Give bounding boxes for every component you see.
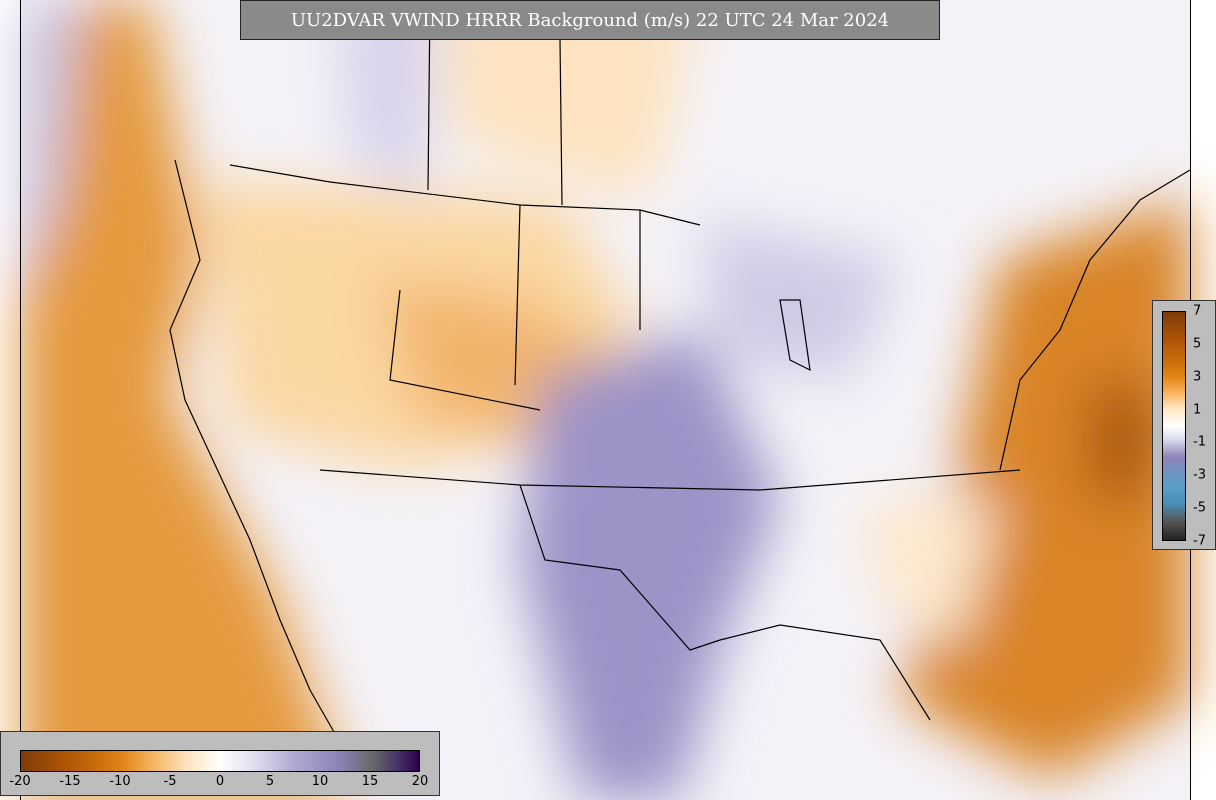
colorbar-gradient <box>20 750 420 772</box>
colorbar-tick-label: -7 <box>1193 533 1206 549</box>
colorbar-tick-label: -3 <box>1193 467 1206 483</box>
colorbar-tick-label: -10 <box>109 774 131 789</box>
colorbar-tick-label: 10 <box>311 774 329 789</box>
colorbar-right: 7 5 3 1 -1 -3 -5 -7 <box>1152 300 1216 550</box>
colorbar-tick-label: -5 <box>163 774 177 789</box>
colorbar-tick-label: 15 <box>361 774 379 789</box>
colorbar-tick-label: -20 <box>9 774 31 789</box>
colorbar-gradient <box>1162 311 1186 541</box>
colorbar-tick-label: 7 <box>1193 303 1202 319</box>
colorbar-tick-label: 20 <box>411 774 429 789</box>
colorbar-tick-label: 5 <box>265 774 275 789</box>
colorbar-tick-label: 0 <box>215 774 225 789</box>
colorbar-tick-label: -1 <box>1193 434 1206 450</box>
colorbar-tick-label: 5 <box>1193 336 1202 352</box>
colorbar-tick-label: 3 <box>1193 369 1202 385</box>
colorbar-tick-label: -5 <box>1193 500 1206 516</box>
map-title: UU2DVAR VWIND HRRR Background (m/s) 22 U… <box>240 0 940 40</box>
colorbar-tick-label: 1 <box>1193 402 1202 418</box>
colorbar-bottom: -20 -15 -10 -5 0 5 10 15 20 <box>0 731 440 796</box>
colorbar-tick-label: -15 <box>59 774 81 789</box>
